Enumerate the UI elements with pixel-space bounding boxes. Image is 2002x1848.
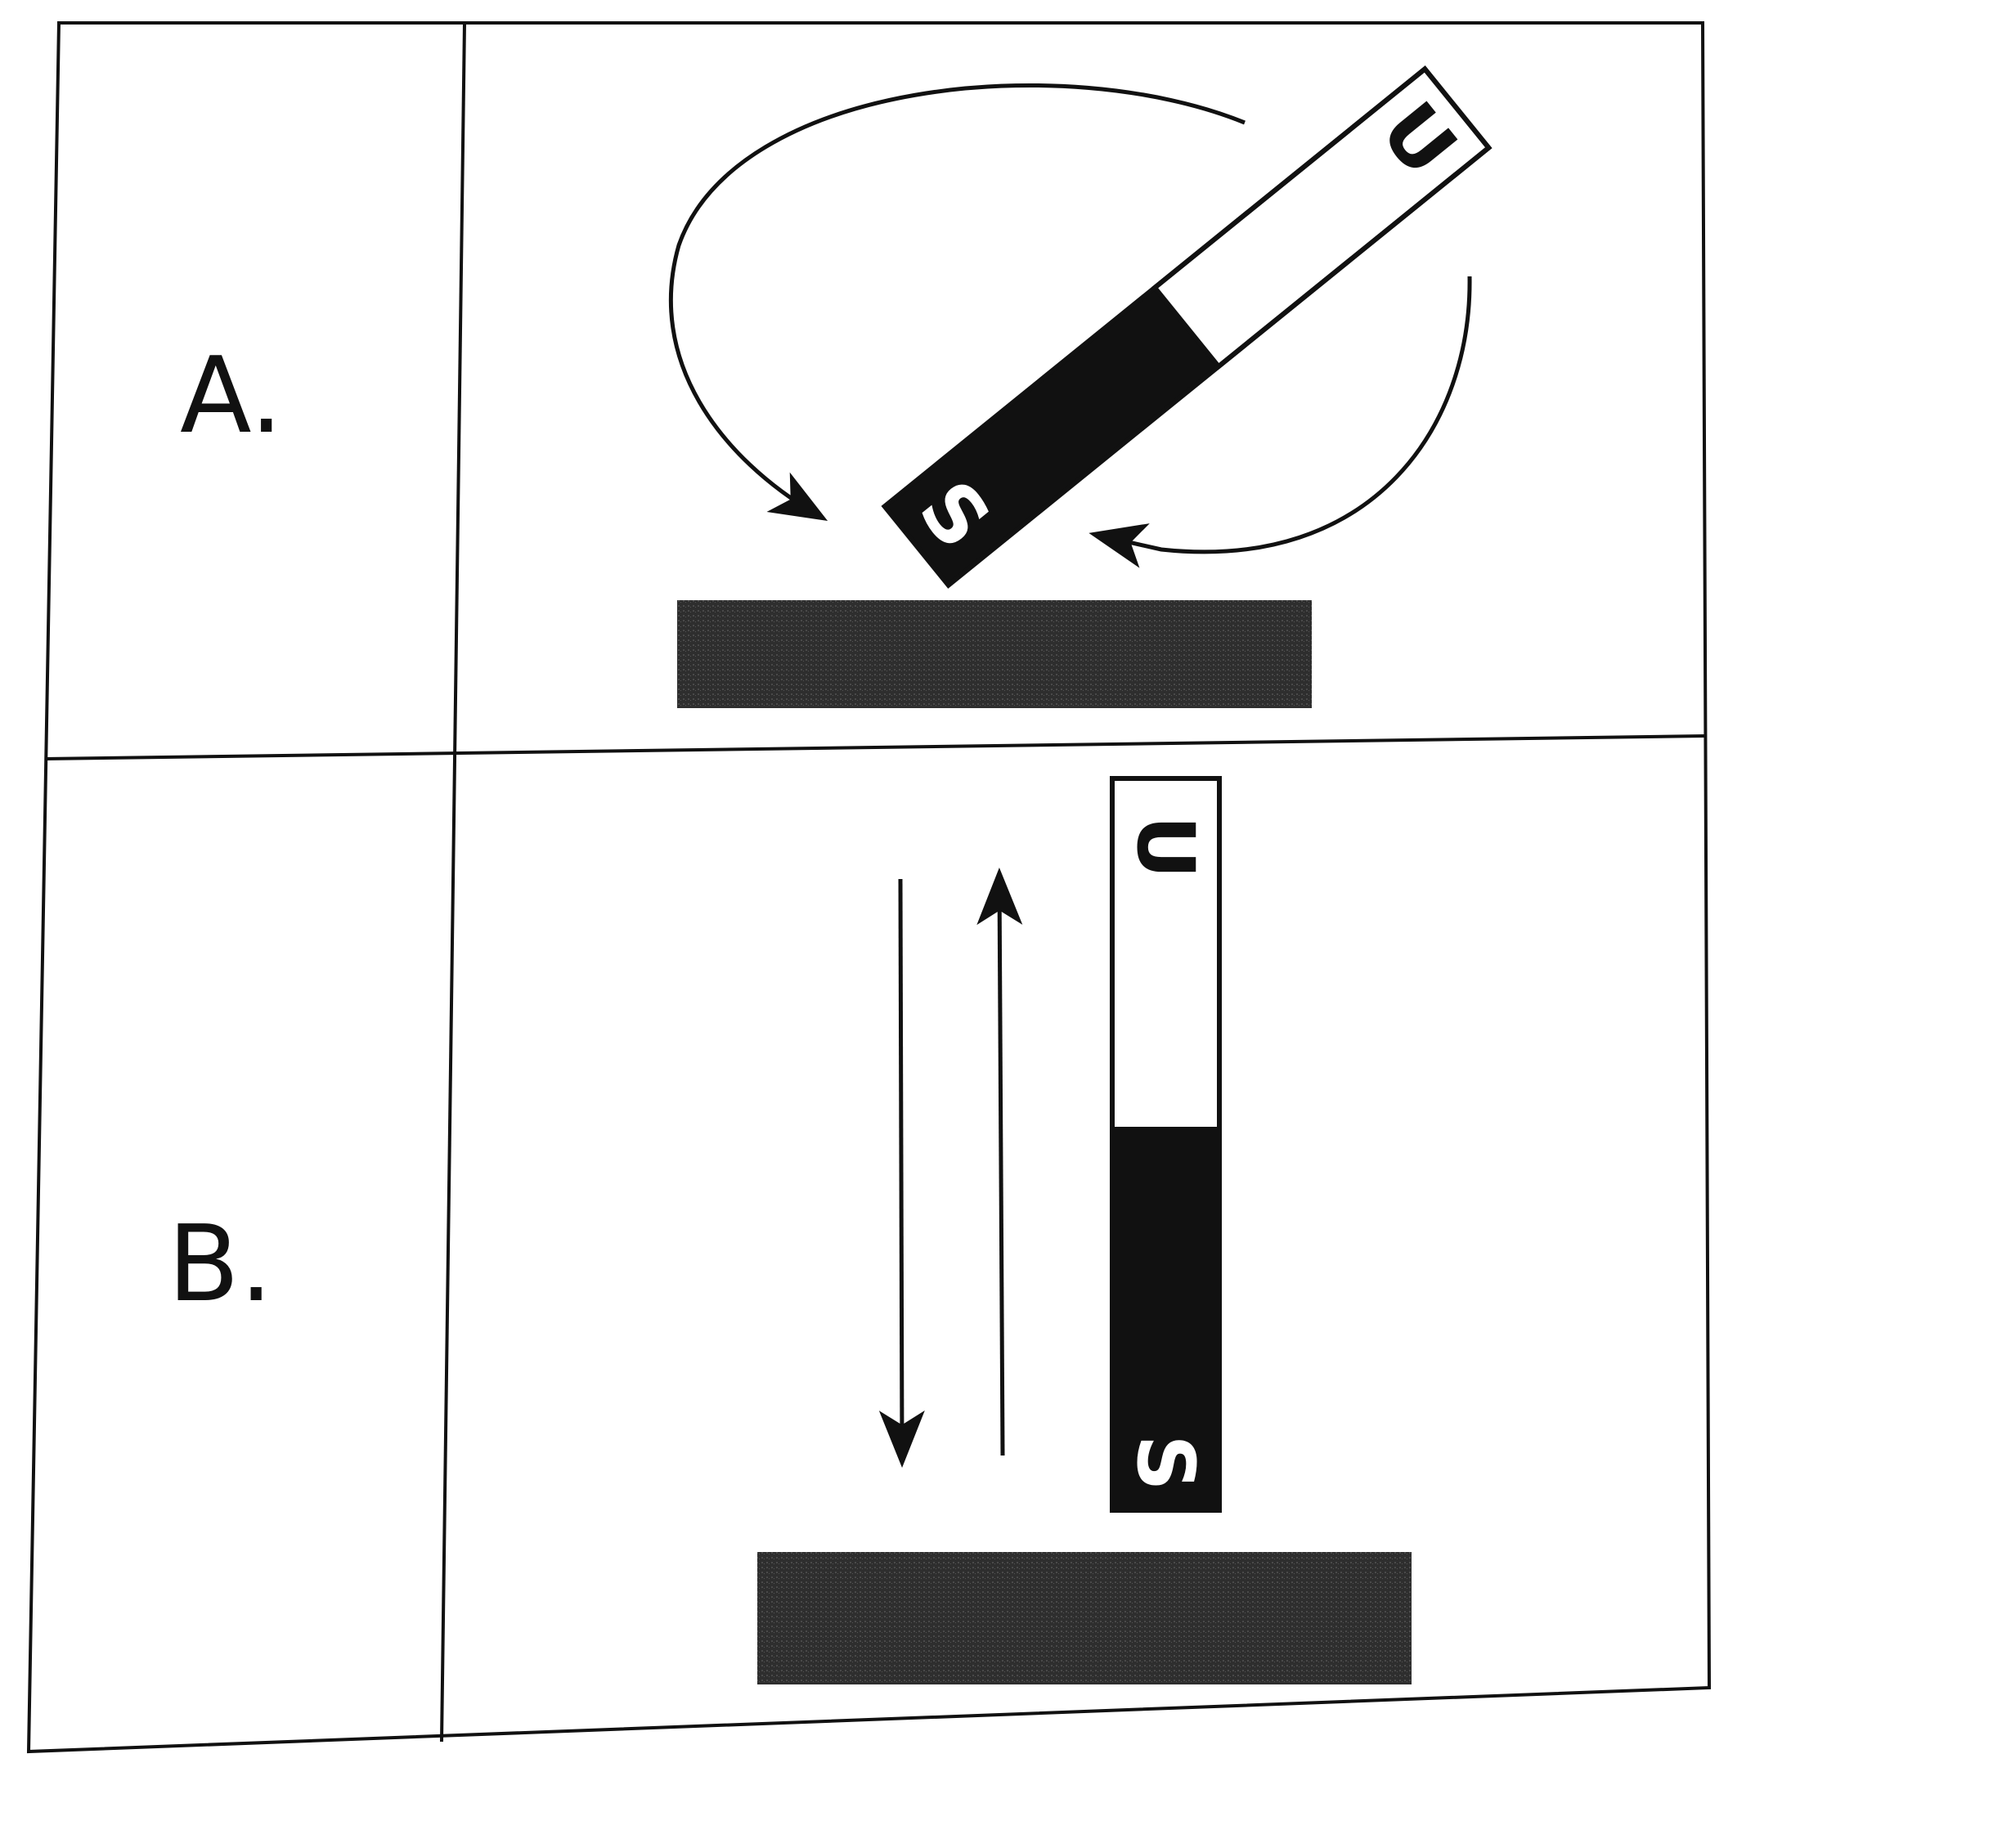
table-grid xyxy=(26,21,1712,1754)
row-label: A. xyxy=(180,335,283,457)
magnet-north-half xyxy=(1110,776,1222,1132)
down-arrow xyxy=(878,878,925,1468)
bar-magnet: S U xyxy=(881,65,1493,589)
iron-bar xyxy=(757,1552,1412,1684)
column-divider xyxy=(440,22,466,1743)
row-label: B. xyxy=(168,1204,273,1325)
up-arrow xyxy=(976,868,1023,1456)
motion-arrow xyxy=(669,83,1246,522)
panel-b: S U xyxy=(757,776,1412,1684)
pole-label: U xyxy=(1120,815,1211,879)
pole-label: S xyxy=(1120,1434,1211,1491)
panel-a: S U xyxy=(669,65,1493,708)
table-border xyxy=(26,21,1712,1754)
magnet-south-half xyxy=(884,287,1219,585)
magnet-outline xyxy=(881,65,1493,589)
motion-arrow xyxy=(1089,276,1472,568)
magnet-south-half xyxy=(1110,1127,1222,1513)
iron-bar xyxy=(677,600,1312,708)
row-divider xyxy=(44,734,1705,760)
